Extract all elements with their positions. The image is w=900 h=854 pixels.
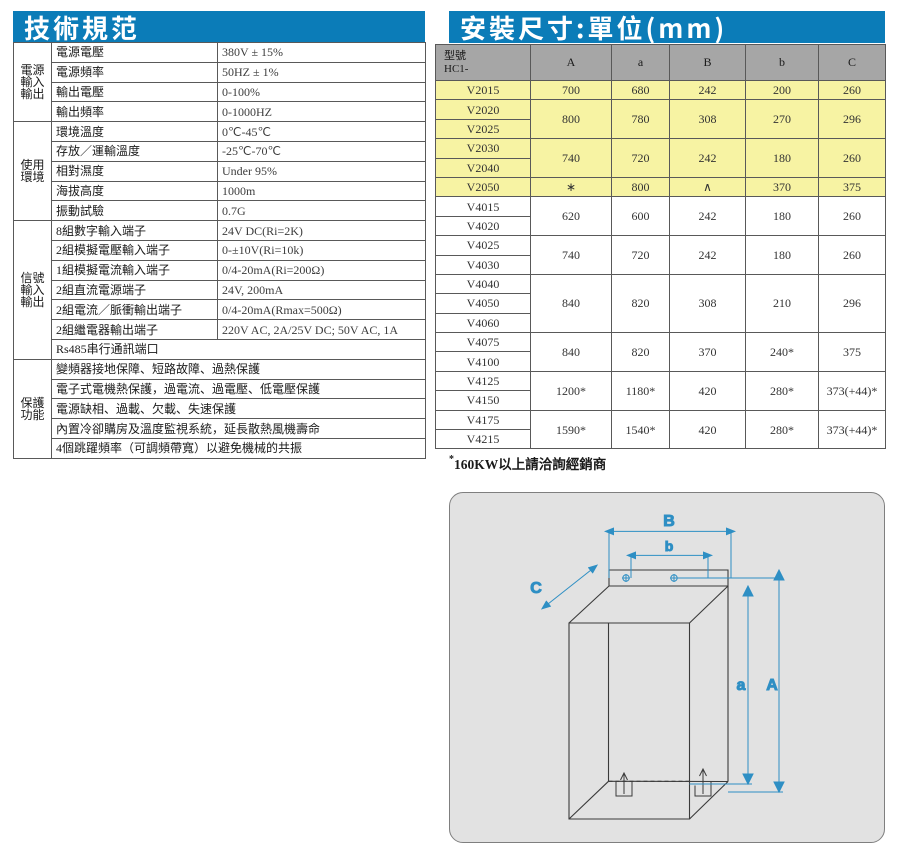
svg-text:a: a [737,677,746,694]
svg-text:A: A [766,677,778,694]
svg-text:B: B [663,513,675,530]
svg-text:C: C [530,580,542,597]
svg-text:b: b [665,538,674,554]
